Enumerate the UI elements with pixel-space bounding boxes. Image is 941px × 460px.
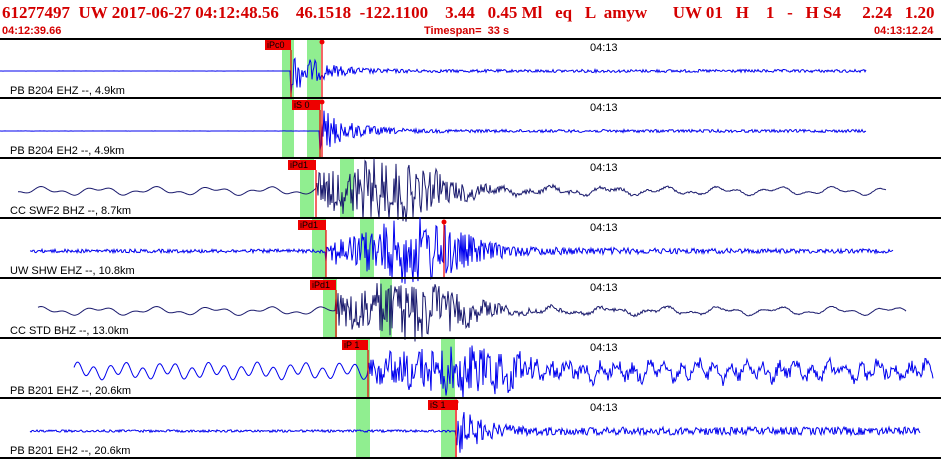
timespan: Timespan= 33 s	[424, 25, 510, 37]
event-summary: 61277497 UW 2017-06-27 04:12:48.56 46.15…	[2, 3, 935, 22]
pick-window	[300, 159, 314, 218]
pick-window	[356, 399, 370, 458]
pick-window	[340, 159, 354, 218]
pick-window	[360, 219, 374, 278]
trace-row[interactable]: iS 1 04:13 PB B201 EH2 --, 20.6km	[0, 399, 941, 459]
pick-window	[312, 219, 326, 278]
pick-label: iPd1	[290, 160, 308, 170]
time-marker: 04:13	[590, 222, 618, 234]
pick-box[interactable]	[342, 340, 368, 350]
station-label: PB B201 EH2 --, 20.6km	[10, 445, 130, 457]
pick-label: iS 1	[430, 400, 446, 410]
station-label: PB B204 EH2 --, 4.9km	[10, 145, 124, 157]
waveform	[73, 345, 934, 399]
seismogram-panel[interactable]: iPc0 04:13 PB B204 EHZ --, 4.9km iS 0 04:13 P…	[0, 38, 941, 460]
waveform	[29, 217, 894, 284]
pick-box[interactable]	[310, 280, 336, 290]
start-time: 04:12:39.66	[2, 25, 62, 37]
pick-marker	[319, 99, 325, 105]
pick-window	[282, 99, 294, 158]
time-marker: 04:13	[590, 402, 618, 414]
pick-window	[307, 99, 321, 158]
trace-row[interactable]: iPd1 04:13 CC STD BHZ --, 13.0km	[0, 279, 941, 342]
pick-window	[323, 279, 337, 338]
trace-row[interactable]: iS 0 04:13 PB B204 EH2 --, 4.9km	[0, 99, 941, 159]
time-marker: 04:13	[590, 42, 618, 54]
trace-row[interactable]: iPc0 04:13 PB B204 EHZ --, 4.9km	[0, 39, 941, 99]
waveform	[18, 158, 887, 222]
pick-box[interactable]	[428, 400, 458, 410]
station-label: PB B204 EHZ --, 4.9km	[10, 85, 125, 97]
trace-row[interactable]: iPd1 04:13 CC SWF2 BHZ --, 8.7km	[0, 158, 941, 222]
time-marker: 04:13	[590, 342, 618, 354]
pick-window	[441, 399, 455, 458]
trace-row[interactable]: iPd1 04:13 UW SHW EHZ --, 10.8km	[0, 217, 941, 284]
waveform	[37, 283, 907, 342]
waveform	[0, 110, 867, 151]
station-label: CC SWF2 BHZ --, 8.7km	[10, 205, 131, 217]
time-marker: 04:13	[590, 102, 618, 114]
station-label: CC STD BHZ --, 13.0km	[10, 325, 129, 337]
time-marker: 04:13	[590, 282, 618, 294]
pick-window	[356, 339, 370, 398]
trace-row[interactable]: iP 1 04:13 PB B201 EHZ --, 20.6km	[0, 339, 941, 399]
event-header: 61277497 UW 2017-06-27 04:12:48.56 46.15…	[0, 0, 941, 38]
pick-box[interactable]	[288, 160, 316, 170]
end-time: 04:13:12.24	[874, 25, 934, 37]
station-label: UW SHW EHZ --, 10.8km	[10, 265, 135, 277]
pick-marker	[441, 219, 447, 225]
pick-label: iPc0	[267, 40, 285, 50]
pick-label: iPd1	[312, 280, 330, 290]
time-marker: 04:13	[590, 162, 618, 174]
pick-marker	[319, 39, 325, 45]
pick-box[interactable]	[265, 40, 291, 50]
pick-label: iS 0	[294, 100, 310, 110]
waveform	[0, 57, 867, 95]
pick-label: iP 1	[344, 340, 359, 350]
waveform	[29, 412, 921, 453]
station-label: PB B201 EHZ --, 20.6km	[10, 385, 131, 397]
pick-box[interactable]	[292, 100, 320, 110]
pick-box[interactable]	[298, 220, 326, 230]
pick-label: iPd1	[300, 220, 318, 230]
